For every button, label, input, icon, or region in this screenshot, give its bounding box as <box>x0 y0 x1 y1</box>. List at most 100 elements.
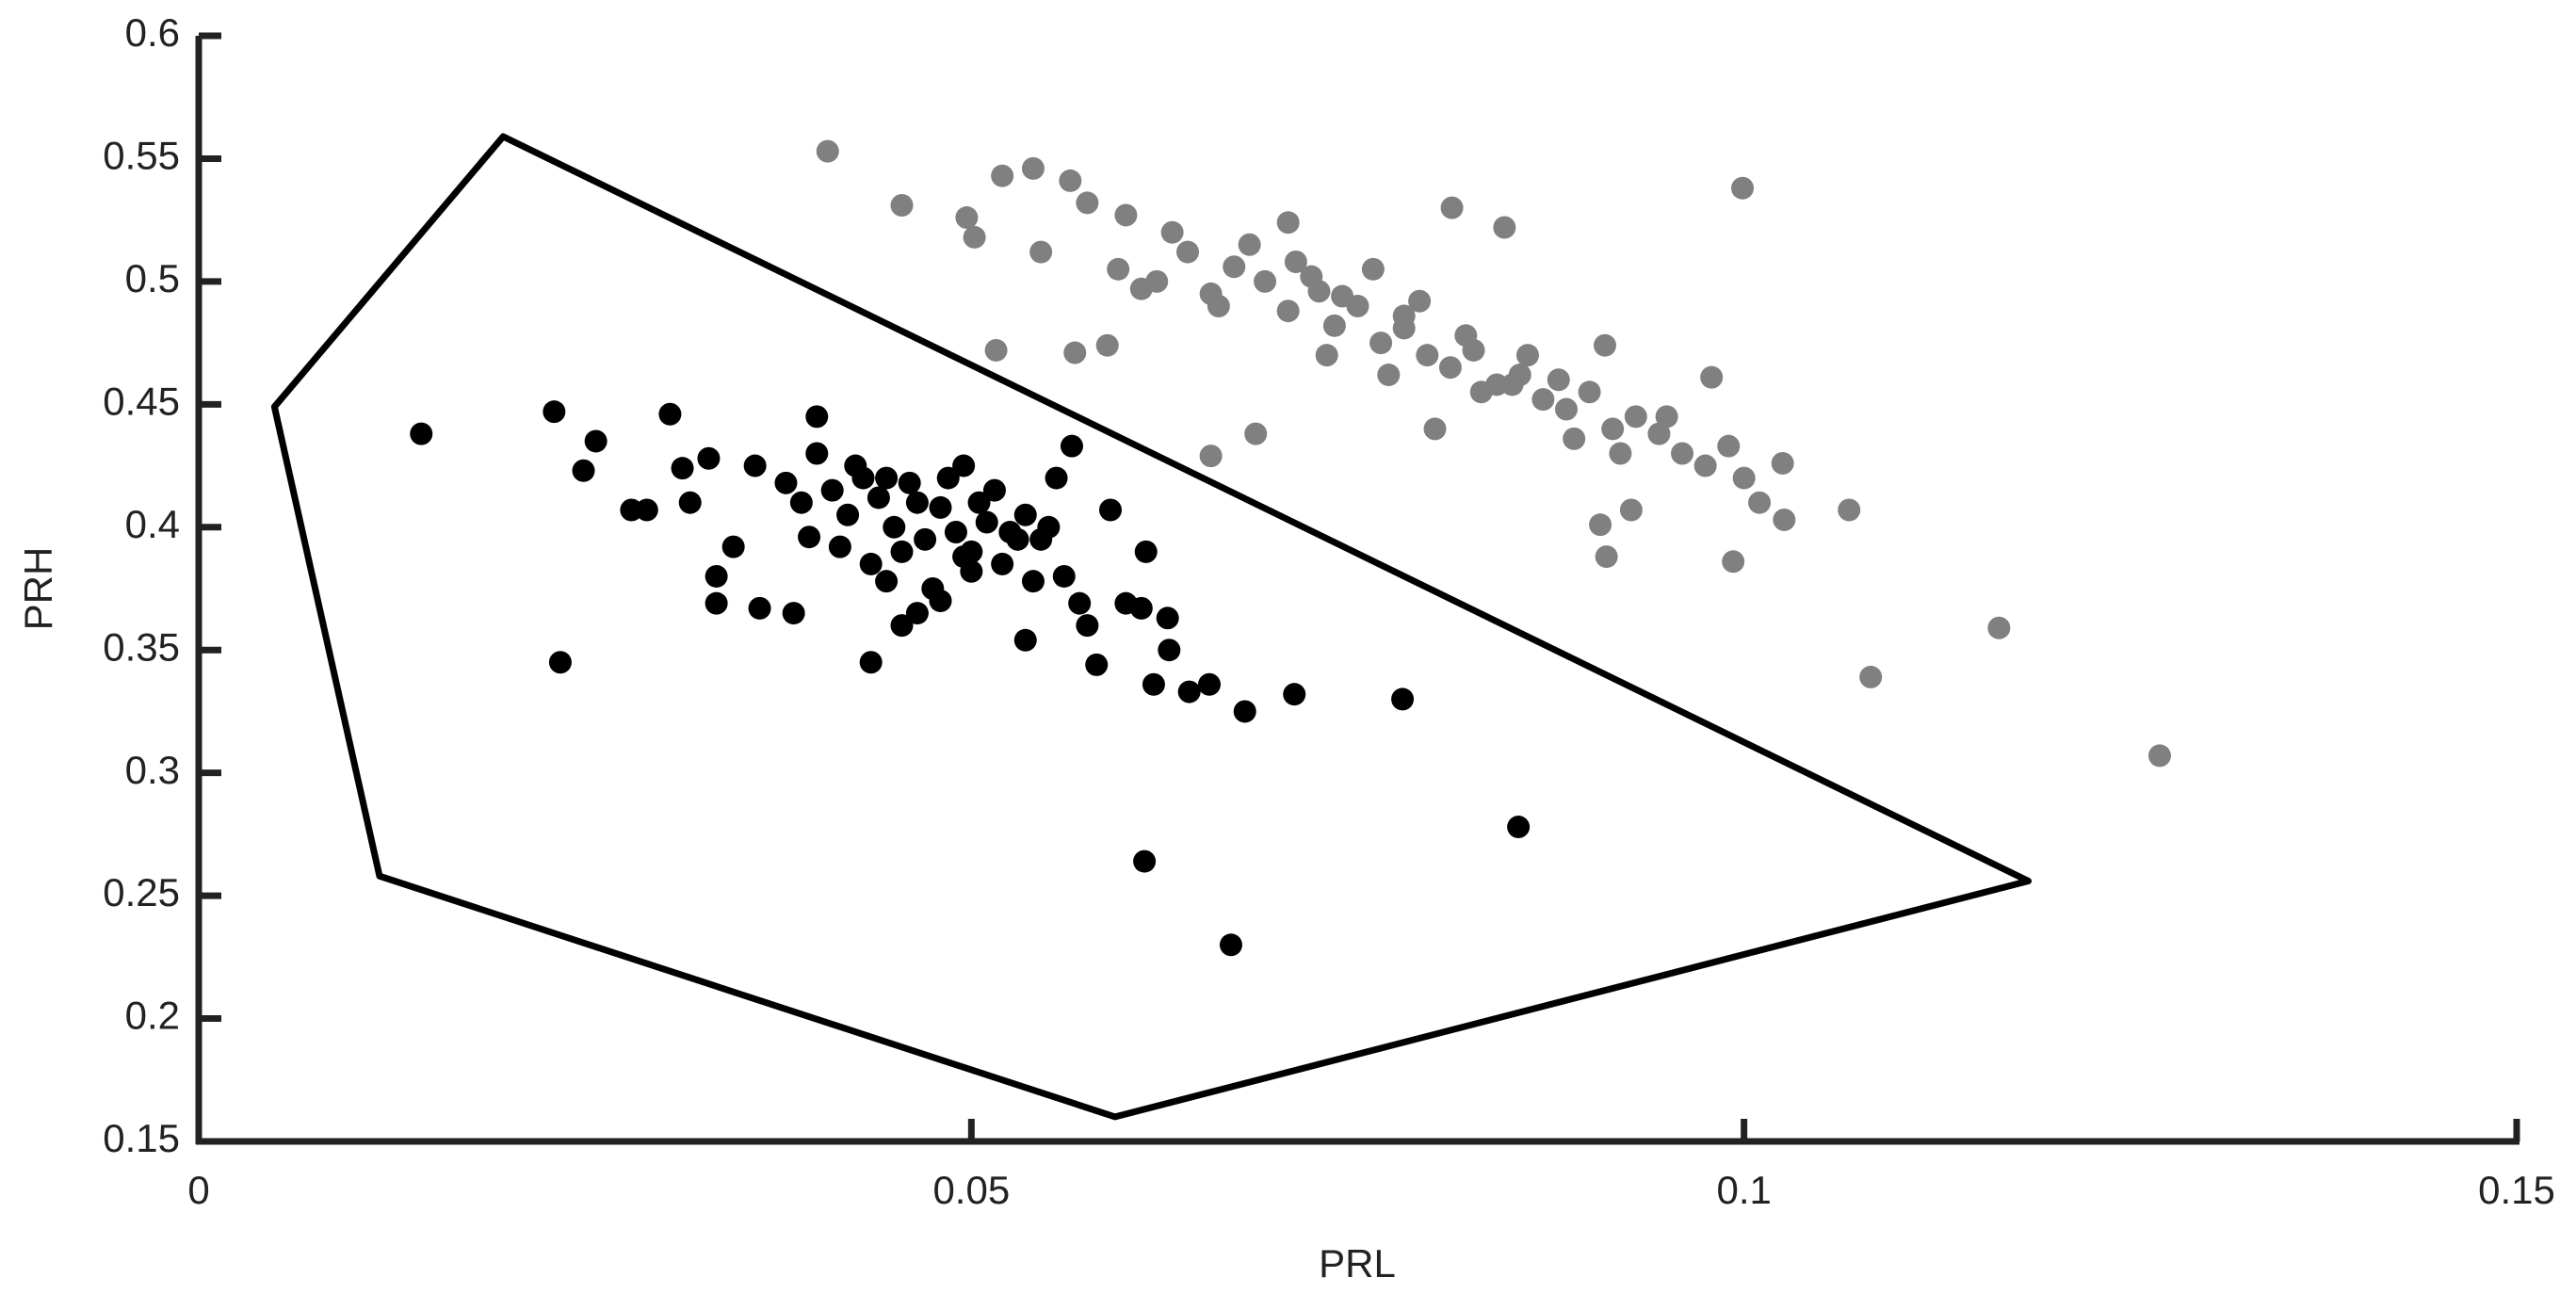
point <box>620 498 643 522</box>
point <box>1254 269 1277 293</box>
point <box>1223 255 1246 279</box>
point <box>1197 672 1221 696</box>
point <box>1219 933 1242 957</box>
y-tick-label: 0.5 <box>125 256 180 300</box>
point <box>748 596 771 620</box>
y-tick-label: 0.45 <box>103 379 180 423</box>
point <box>890 614 914 638</box>
point <box>1233 700 1256 723</box>
point <box>1671 442 1694 465</box>
point <box>1773 508 1796 531</box>
point <box>998 520 1022 543</box>
point <box>1207 294 1230 317</box>
point <box>1731 176 1755 200</box>
point <box>1284 251 1307 274</box>
point <box>1722 550 1745 574</box>
point <box>929 590 952 613</box>
x-axis-label: PRL <box>1319 1241 1396 1286</box>
point <box>1454 324 1478 348</box>
point <box>789 491 813 514</box>
point <box>1693 454 1717 477</box>
point <box>1134 540 1158 563</box>
point <box>975 510 998 534</box>
point <box>743 454 767 477</box>
point <box>635 498 658 522</box>
point <box>1416 344 1439 367</box>
point <box>705 591 728 615</box>
point <box>875 466 899 490</box>
point <box>658 402 682 426</box>
point <box>1276 211 1300 235</box>
point <box>1133 849 1157 873</box>
point <box>1408 289 1432 313</box>
point <box>1283 683 1306 706</box>
point <box>859 651 883 674</box>
point <box>1601 417 1625 441</box>
point <box>1076 191 1099 215</box>
point <box>697 446 721 470</box>
point <box>1013 503 1037 526</box>
point <box>1838 498 1861 522</box>
y-tick-label: 0.55 <box>103 134 180 178</box>
y-tick-label: 0.3 <box>125 748 180 792</box>
point <box>1531 388 1555 412</box>
point <box>984 338 1008 362</box>
point <box>1748 491 1772 514</box>
point <box>936 466 960 490</box>
point <box>798 526 821 549</box>
point <box>952 454 976 477</box>
point <box>1361 257 1385 281</box>
y-tick-label: 0.2 <box>125 994 180 1038</box>
point <box>1276 299 1300 323</box>
point <box>1595 545 1618 569</box>
point <box>828 535 851 558</box>
point <box>1392 304 1416 328</box>
point <box>1156 606 1179 630</box>
point <box>1098 498 1122 522</box>
point <box>1045 466 1068 490</box>
point <box>705 564 728 588</box>
point <box>1547 368 1570 392</box>
point <box>1377 364 1401 387</box>
point <box>960 559 983 583</box>
point <box>1438 356 1462 380</box>
point <box>1589 513 1612 537</box>
point <box>1469 380 1493 404</box>
point <box>1059 169 1082 192</box>
point <box>867 486 890 509</box>
point <box>1771 451 1794 475</box>
point <box>890 540 914 563</box>
point <box>1578 380 1601 404</box>
point <box>905 491 929 514</box>
point <box>1609 442 1632 465</box>
point <box>820 478 844 502</box>
point <box>1199 445 1223 468</box>
point <box>1068 591 1092 615</box>
point <box>1076 614 1099 638</box>
point <box>1085 653 1109 676</box>
point <box>967 491 991 514</box>
point <box>991 164 1014 187</box>
point <box>1307 280 1331 303</box>
point <box>844 454 867 477</box>
point <box>1322 314 1346 337</box>
x-tick-label: 0.05 <box>932 1168 1010 1212</box>
point <box>1244 422 1268 445</box>
point <box>1391 687 1415 711</box>
x-tick-label: 0.1 <box>1716 1168 1771 1212</box>
point <box>875 570 899 593</box>
point <box>1563 427 1586 450</box>
point <box>1063 341 1087 364</box>
x-tick-label: 0 <box>187 1168 209 1212</box>
point <box>929 495 952 519</box>
point <box>1515 344 1539 367</box>
point <box>1160 220 1184 244</box>
point <box>898 471 921 494</box>
x-tick-label: 0.15 <box>2478 1168 2555 1212</box>
point <box>1554 397 1578 421</box>
point <box>1493 216 1516 239</box>
point <box>890 194 914 218</box>
point <box>1107 257 1130 281</box>
point <box>782 602 805 625</box>
point <box>816 139 839 163</box>
